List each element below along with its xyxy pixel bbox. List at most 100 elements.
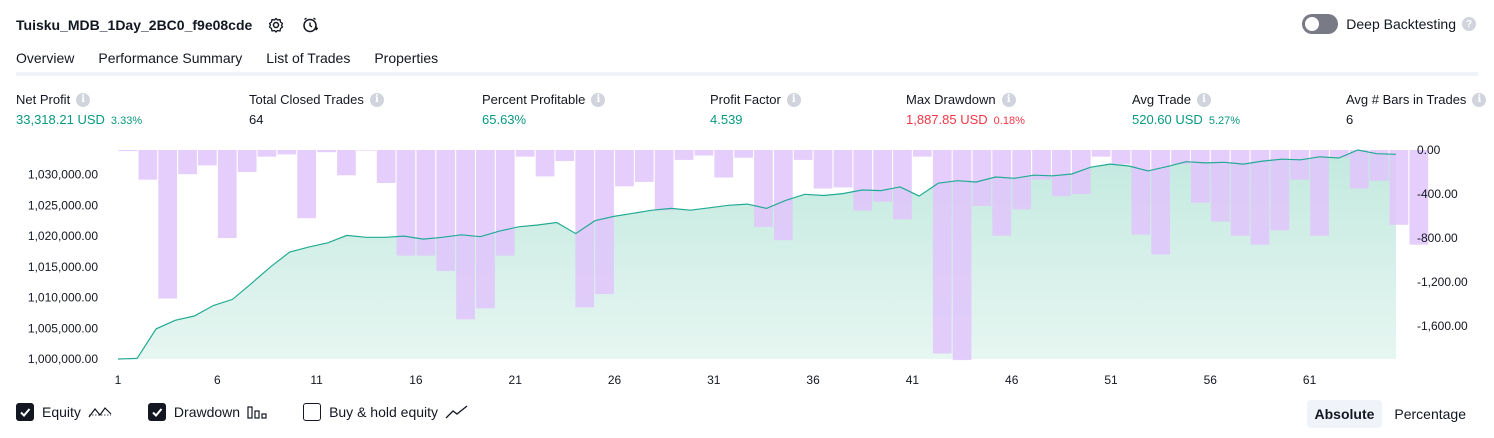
drawdown-bar[interactable] [853,150,873,211]
drawdown-bar[interactable] [1210,150,1230,222]
absolute-button[interactable]: Absolute [1306,400,1383,428]
metric-sub: 0.18% [993,115,1025,127]
drawdown-bar[interactable] [1349,150,1369,189]
drawdown-bar[interactable] [416,150,436,256]
drawdown-bar[interactable] [1230,150,1250,236]
drawdown-bar[interactable] [873,150,892,202]
drawdown-bar[interactable] [396,150,416,256]
deep-backtesting-toggle[interactable] [1302,14,1339,34]
drawdown-bar[interactable] [1270,150,1290,231]
drawdown-bar[interactable] [1250,150,1270,245]
tab-list-of-trades[interactable]: List of Trades [266,50,351,66]
drawdown-bar[interactable] [694,150,714,156]
info-icon[interactable]: i [1197,92,1212,107]
check-icon[interactable] [16,403,34,421]
info-icon[interactable]: i [1472,92,1487,107]
drawdown-bar[interactable] [635,150,654,182]
drawdown-bar[interactable] [913,150,932,157]
drawdown-bar[interactable] [1111,150,1131,165]
drawdown-bar[interactable] [317,150,336,153]
drawdown-bar[interactable] [1389,150,1409,225]
check-icon[interactable] [147,403,166,421]
drawdown-bar[interactable] [1071,150,1091,194]
x-tick-label: 56 [1204,373,1218,387]
drawdown-bar[interactable] [972,150,992,207]
drawdown-bar[interactable] [198,150,217,166]
drawdown-bar[interactable] [615,150,634,187]
drawdown-bar[interactable] [774,150,793,241]
drawdown-bar[interactable] [217,150,237,238]
drawdown-bar[interactable] [535,150,555,177]
metric-label: Avg # Bars in Trades [1346,92,1467,107]
info-icon[interactable]: i [786,92,801,107]
drawdown-bar[interactable] [1151,150,1170,255]
drawdown-bar[interactable] [555,150,575,161]
drawdown-bar[interactable] [257,150,277,157]
drawdown-bar[interactable] [893,150,912,220]
drawdown-bar[interactable] [495,150,515,256]
drawdown-bar[interactable] [515,150,535,157]
info-icon[interactable]: i [76,92,91,107]
metric-value: 6 [1346,112,1354,127]
drawdown-bar[interactable] [277,150,297,155]
checkbox-empty[interactable] [303,403,322,421]
drawdown-bar[interactable] [1409,150,1429,245]
drawdown-bar[interactable] [674,150,694,160]
chart-legend: Equity Drawdown Buy & hold equity [16,403,505,421]
drawdown-bar[interactable] [992,150,1012,236]
x-tick-label: 6 [214,373,221,387]
drawdown-bar[interactable] [595,150,614,295]
x-tick-label: 26 [608,373,622,387]
drawdown-bar[interactable] [297,150,316,219]
drawdown-bar[interactable] [1032,150,1051,180]
drawdown-bar[interactable] [1290,150,1309,180]
drawdown-bar[interactable] [1171,150,1190,165]
drawdown-bar[interactable] [734,150,753,158]
drawdown-bar[interactable] [833,150,853,188]
tab-properties[interactable]: Properties [374,50,439,66]
drawdown-bar[interactable] [813,150,833,189]
drawdown-bar[interactable] [1052,150,1071,197]
drawdown-bar[interactable] [1310,150,1329,236]
drawdown-checkbox[interactable]: Drawdown [147,403,267,421]
info-icon[interactable]: i [369,92,384,107]
drawdown-bar[interactable] [793,150,813,160]
equity-line[interactable] [117,149,1397,360]
drawdown-bar[interactable] [932,150,952,354]
x-tick-label: 61 [1303,373,1317,387]
info-icon[interactable]: i [591,92,606,107]
drawdown-bar[interactable] [654,150,674,211]
drawdown-bar[interactable] [714,150,734,178]
help-icon[interactable]: ? [1462,17,1476,31]
drawdown-bar[interactable] [1012,150,1031,210]
drawdown-bar[interactable] [575,150,595,308]
drawdown-bar[interactable] [237,150,257,172]
drawdown-bar[interactable] [1369,150,1389,181]
drawdown-bar[interactable] [436,150,456,271]
drawdown-bar[interactable] [1191,150,1210,203]
drawdown-bar[interactable] [138,150,158,180]
gear-icon[interactable] [266,15,286,35]
add-alert-icon[interactable] [300,15,320,35]
buy-hold-checkbox[interactable]: Buy & hold equity [303,403,469,421]
drawdown-bar[interactable] [754,150,773,227]
scale-toggle: Absolute Percentage [1303,400,1475,428]
equity-drawdown-chart[interactable]: 1,000,000.00 1,005,000.00 1,010,000.00 1,01… [0,140,1494,398]
drawdown-bar[interactable] [376,150,396,183]
info-icon[interactable]: i [1001,92,1016,107]
drawdown-bar[interactable] [178,150,197,175]
drawdown-bar[interactable] [1330,150,1349,158]
drawdown-bar[interactable] [118,150,138,152]
tab-performance-summary[interactable]: Performance Summary [98,50,243,66]
drawdown-bar[interactable] [476,150,495,309]
drawdown-bar[interactable] [337,150,356,176]
percentage-button[interactable]: Percentage [1394,406,1466,422]
drawdown-label: Drawdown [173,404,241,420]
drawdown-bar[interactable] [952,150,972,361]
drawdown-bar[interactable] [1131,150,1151,235]
drawdown-bar[interactable] [158,150,177,299]
tab-divider [16,72,1478,76]
drawdown-bar[interactable] [356,150,376,151]
drawdown-bar[interactable] [1091,150,1111,157]
equity-checkbox[interactable]: Equity [16,403,112,421]
